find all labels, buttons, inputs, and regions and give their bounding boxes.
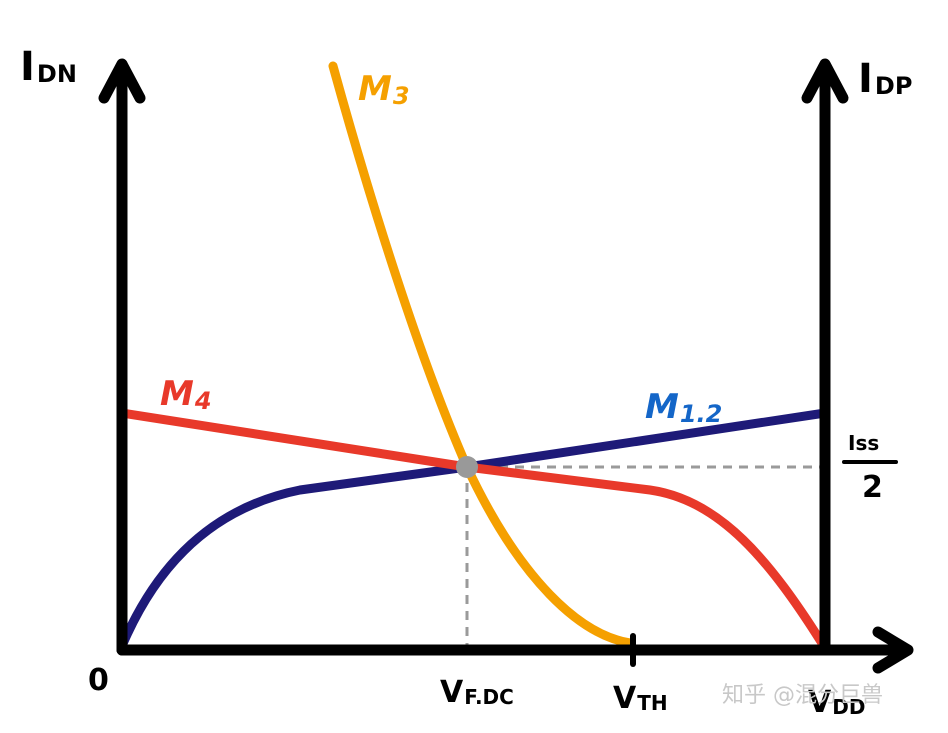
origin-label: 0	[88, 663, 109, 698]
m4-label: M4	[160, 374, 212, 415]
right-axis-arrow-icon	[801, 58, 849, 104]
m12-curve	[117, 408, 830, 651]
m3-curve	[328, 61, 635, 648]
m4-curve	[117, 408, 830, 653]
operating-point	[456, 456, 478, 478]
watermark: 知乎 @混分巨兽	[722, 683, 883, 708]
m3-label: M3	[358, 69, 410, 110]
iss-label-bottom: 2	[862, 470, 883, 505]
right-axis-label: IDP	[858, 56, 912, 102]
vf-dc-label: VF.DC	[440, 675, 514, 710]
x-axis-arrow-icon	[872, 626, 914, 674]
vdd-label: VDD	[808, 685, 865, 720]
m12-label: M1.2	[645, 387, 722, 428]
iss-label-top: Iss	[848, 431, 879, 455]
left-axis-label: IDN	[20, 44, 77, 90]
left-axis-arrow-icon	[98, 58, 146, 104]
vth-label: VTH	[613, 681, 668, 716]
